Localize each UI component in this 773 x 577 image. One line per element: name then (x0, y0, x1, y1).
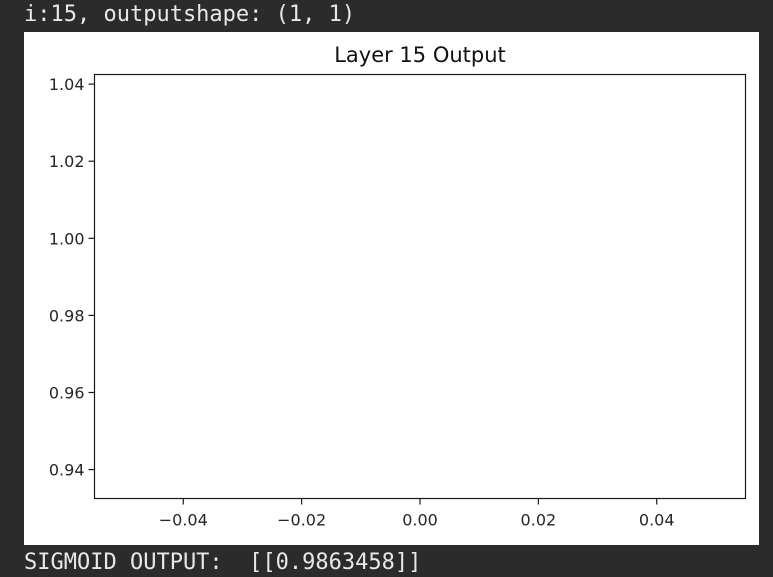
y-tick-label: 0.96 (49, 384, 85, 403)
x-axis: −0.04 −0.02 0.00 0.02 0.04 (159, 498, 675, 530)
x-tick-label: 0.00 (402, 511, 438, 530)
x-tick-label: −0.02 (277, 511, 326, 530)
console-footer-line: SIGMOID OUTPUT: [[0.9863458]] (24, 550, 422, 575)
y-tick-label: 1.04 (49, 75, 85, 94)
y-tick-label: 0.94 (49, 461, 85, 480)
chart-figure: Layer 15 Output −0.04 −0.02 0.00 0.02 0.04 0… (24, 32, 759, 545)
chart-title: Layer 15 Output (334, 43, 506, 67)
x-tick-label: −0.04 (159, 511, 208, 530)
chart-svg: Layer 15 Output −0.04 −0.02 0.00 0.02 0.04 0… (49, 43, 747, 530)
plot-area-frame (93, 73, 747, 500)
y-tick-label: 1.00 (49, 229, 85, 248)
x-tick-label: 0.04 (639, 511, 675, 530)
y-tick-label: 0.98 (49, 306, 85, 325)
console-header-line: i:15, outputshape: (1, 1) (24, 2, 356, 27)
y-axis: 0.94 0.96 0.98 1.00 1.02 1.04 (49, 75, 95, 480)
x-tick-label: 0.02 (521, 511, 557, 530)
y-tick-label: 1.02 (49, 152, 85, 171)
